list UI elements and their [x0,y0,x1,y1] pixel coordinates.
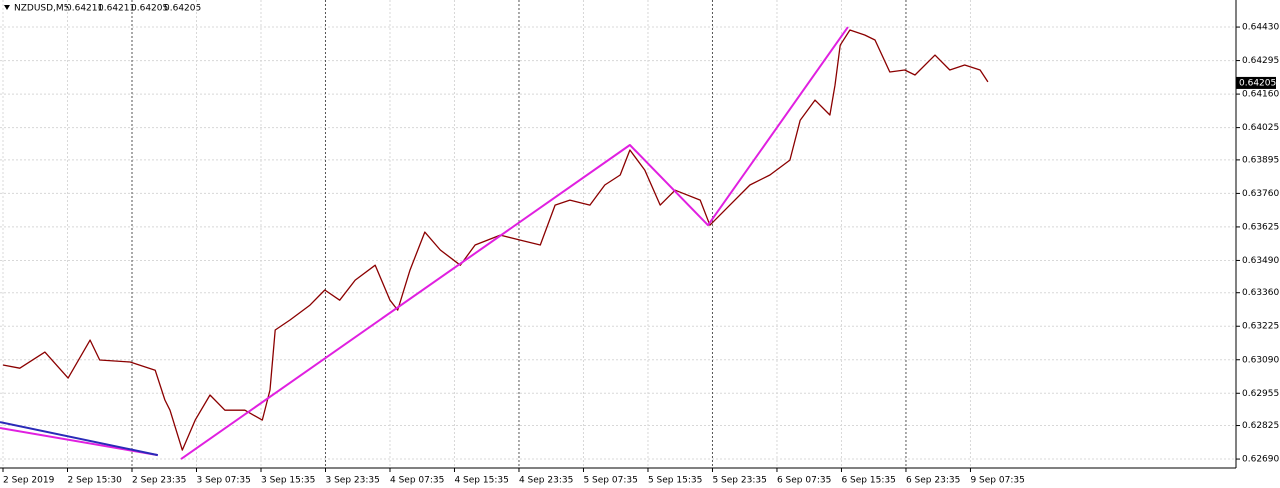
x-tick-label: 3 Sep 23:35 [325,476,379,486]
y-tick-label: 0.64295 [1242,56,1279,66]
y-tick-label: 0.63625 [1242,222,1279,232]
x-tick-label: 5 Sep 07:35 [583,476,637,486]
chart-title: NZDUSD,M5 [14,4,69,14]
x-tick-label: 6 Sep 07:35 [777,476,831,486]
x-tick-label: 6 Sep 23:35 [906,476,960,486]
x-tick-label: 2 Sep 23:35 [132,476,186,486]
x-tick-label: 2 Sep 15:30 [67,476,122,486]
x-tick-label: 4 Sep 07:35 [390,476,444,486]
x-tick-label: 2 Sep 2019 [3,476,55,486]
menu-arrow[interactable] [4,5,10,10]
last-price-box [1236,76,1276,89]
x-tick-label: 4 Sep 23:35 [519,476,573,486]
y-tick-label: 0.62825 [1242,421,1279,431]
y-tick-label: 0.64430 [1242,23,1279,33]
y-tick-label: 0.62955 [1242,389,1279,399]
y-tick-label: 0.63895 [1242,155,1279,165]
y-tick-label: 0.62690 [1242,455,1279,465]
price-line [2,29,989,451]
y-tick-label: 0.64025 [1242,123,1279,133]
x-tick-label: 9 Sep 07:35 [970,476,1024,486]
x-tick-label: 6 Sep 15:35 [841,476,895,486]
quote-open: 0.64211 [66,4,103,14]
y-tick-label: 0.63225 [1242,322,1279,332]
y-tick-label: 0.63090 [1242,355,1279,365]
trend-line [180,26,849,460]
y-tick-label: 0.64160 [1242,90,1279,100]
y-tick-label: 0.63760 [1242,189,1279,199]
x-tick-label: 3 Sep 07:35 [196,476,250,486]
trend-line [0,421,159,457]
x-tick-label: 5 Sep 15:35 [648,476,702,486]
plot-area [0,0,1236,468]
quote-close: 0.64205 [164,4,201,14]
y-tick-label: 0.63360 [1242,288,1279,298]
y-tick-label: 0.63490 [1242,256,1279,266]
x-tick-label: 4 Sep 15:35 [454,476,508,486]
x-tick-label: 5 Sep 23:35 [712,476,766,486]
quote-high: 0.64211 [98,4,135,14]
last-price-label: 0.64205 [1239,78,1276,88]
x-tick-label: 3 Sep 15:35 [261,476,315,486]
quote-low: 0.64205 [131,4,168,14]
